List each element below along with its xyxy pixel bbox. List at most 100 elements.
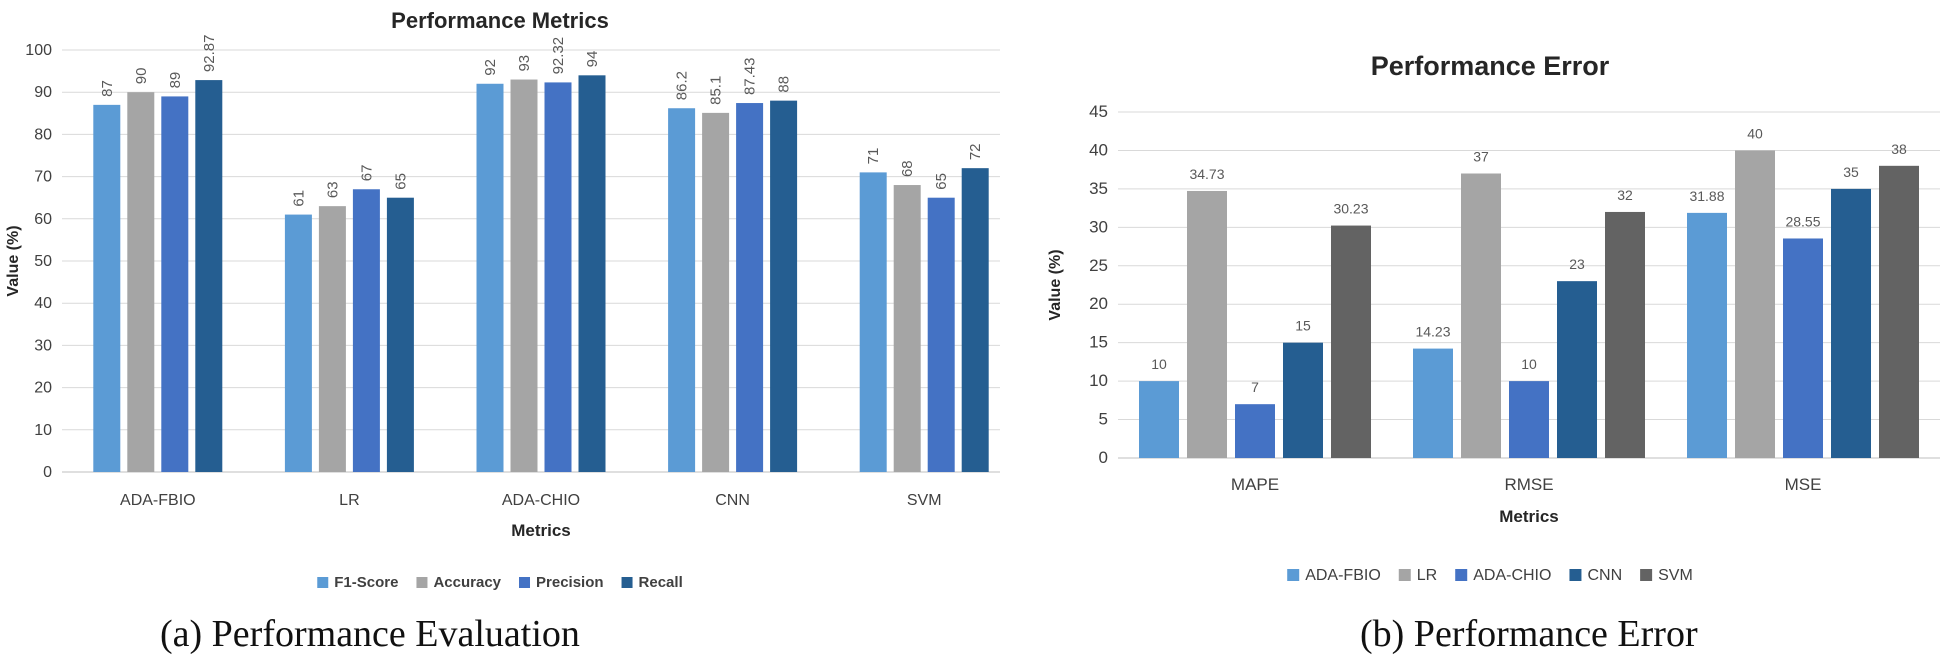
performance-error-category-label-mse: MSE	[1785, 475, 1822, 494]
performance-metrics-y-tick-label: 100	[25, 42, 52, 59]
performance-metrics-data-label-recall-ada-chio: 94	[584, 51, 601, 68]
performance-error-title: Performance Error	[1371, 51, 1610, 81]
performance-metrics-bar-f1-score-lr	[284, 214, 312, 472]
performance-error-y-tick-label: 5	[1099, 410, 1108, 429]
performance-error-bar-ada-chio-rmse	[1509, 381, 1549, 458]
performance-error-legend: ADA-FBIO LR ADA-CHIO CNN SVM	[1287, 567, 1693, 584]
performance-metrics-y-tick-label: 90	[34, 84, 52, 101]
performance-metrics-data-label-recall-svm: 72	[967, 143, 984, 160]
performance-error-data-label-ada-chio-mape: 7	[1251, 379, 1259, 395]
performance-error-legend-swatch-ada-chio	[1455, 569, 1468, 581]
performance-metrics-bar-precision-ada-chio	[544, 82, 572, 472]
performance-error-bar-svm-rmse	[1605, 211, 1645, 458]
performance-error-data-label-lr-mse: 40	[1747, 125, 1763, 141]
performance-error-y-tick-label: 25	[1089, 256, 1108, 275]
performance-metrics-category-label-ada-fbio: ADA-FBIO	[120, 492, 196, 509]
performance-error-data-label-cnn-rmse: 23	[1569, 256, 1585, 272]
performance-error-legend-swatch-cnn	[1569, 569, 1582, 581]
performance-metrics-bar-accuracy-cnn	[702, 112, 730, 473]
performance-error-data-label-ada-fbio-rmse: 14.23	[1415, 324, 1450, 340]
performance-metrics-legend-label-accuracy: Accuracy	[433, 574, 501, 591]
performance-error-data-label-svm-mse: 38	[1891, 141, 1907, 157]
performance-metrics-title: Performance Metrics	[391, 8, 609, 33]
performance-error-y-tick-label: 20	[1089, 294, 1108, 313]
performance-metrics-bar-f1-score-svm	[859, 172, 887, 472]
performance-metrics-bar-precision-cnn	[736, 103, 764, 472]
performance-metrics-bar-accuracy-svm	[893, 185, 921, 473]
performance-metrics-data-label-precision-cnn: 87.43	[742, 57, 759, 95]
performance-metrics-data-label-precision-ada-chio: 92.32	[550, 37, 567, 75]
performance-error-data-label-ada-fbio-mse: 31.88	[1689, 188, 1724, 204]
performance-error-legend-swatch-lr	[1398, 569, 1411, 581]
performance-metrics-data-label-f1-score-ada-fbio: 87	[99, 80, 116, 97]
performance-error-category-label-rmse: RMSE	[1504, 475, 1553, 494]
performance-error-x-axis-label: Metrics	[1499, 507, 1559, 526]
performance-error-legend-swatch-ada-fbio	[1287, 569, 1300, 581]
performance-error-data-label-ada-chio-rmse: 10	[1521, 356, 1537, 372]
performance-error-bar-lr-mape	[1187, 190, 1227, 458]
performance-metrics-data-label-recall-cnn: 88	[776, 76, 793, 93]
performance-metrics-legend: F1-Score Accuracy Precision Recall	[317, 574, 683, 591]
performance-metrics-legend-label-recall: Recall	[639, 574, 683, 591]
performance-metrics-bar-f1-score-ada-chio	[476, 83, 504, 472]
performance-metrics-y-tick-label: 0	[43, 464, 52, 481]
performance-metrics-data-label-recall-ada-fbio: 92.87	[201, 35, 218, 73]
performance-error-y-tick-label: 40	[1089, 140, 1108, 159]
performance-metrics-data-label-precision-ada-fbio: 89	[167, 72, 184, 89]
performance-error-data-label-svm-mape: 30.23	[1333, 201, 1368, 217]
performance-metrics-data-label-f1-score-lr: 61	[290, 190, 307, 207]
performance-error-data-label-ada-fbio-mape: 10	[1151, 356, 1167, 372]
performance-metrics-bar-recall-ada-fbio	[195, 80, 223, 473]
performance-metrics-y-tick-label: 80	[34, 126, 52, 143]
caption-performance-error: (b) Performance Error	[1360, 613, 1698, 655]
performance-error-data-label-lr-mape: 34.73	[1189, 166, 1224, 182]
performance-error-legend-label-ada-fbio: ADA-FBIO	[1305, 567, 1381, 584]
performance-metrics-data-label-recall-lr: 65	[392, 173, 409, 190]
performance-error-data-label-svm-rmse: 32	[1617, 187, 1633, 203]
performance-metrics-legend-swatch-accuracy	[416, 577, 428, 588]
performance-metrics-bar-accuracy-lr	[318, 206, 346, 472]
performance-metrics-y-tick-label: 30	[34, 337, 52, 354]
performance-metrics-legend-swatch-f1-score	[317, 577, 329, 588]
performance-metrics-bar-recall-ada-chio	[578, 75, 606, 472]
performance-error-bar-ada-fbio-mse	[1687, 212, 1727, 458]
performance-metrics-bar-recall-lr	[386, 197, 414, 472]
performance-metrics-bar-f1-score-ada-fbio	[93, 104, 121, 473]
performance-metrics-category-label-ada-chio: ADA-CHIO	[502, 492, 580, 509]
performance-metrics-chart: Performance Metrics 0 10 20 30 40 50 60 70 80 90 10…	[5, 8, 1000, 591]
performance-error-bar-cnn-mape	[1283, 342, 1323, 458]
performance-metrics-data-label-accuracy-ada-fbio: 90	[133, 68, 150, 85]
performance-error-y-tick-label: 45	[1089, 102, 1108, 121]
performance-metrics-data-label-f1-score-cnn: 86.2	[674, 71, 691, 100]
performance-error-legend-label-svm: SVM	[1658, 567, 1693, 584]
performance-error-y-tick-label: 30	[1089, 217, 1108, 236]
performance-error-legend-label-cnn: CNN	[1587, 567, 1622, 584]
performance-error-y-tick-label: 0	[1099, 448, 1108, 467]
performance-error-bar-ada-chio-mape	[1235, 404, 1275, 458]
performance-error-bar-lr-mse	[1735, 150, 1775, 458]
performance-error-legend-label-lr: LR	[1417, 567, 1437, 584]
performance-error-y-axis-label: Value (%)	[1047, 249, 1064, 320]
performance-metrics-data-label-accuracy-cnn: 85.1	[708, 76, 725, 105]
performance-error-bar-svm-mape	[1331, 225, 1371, 458]
performance-metrics-data-label-accuracy-ada-chio: 93	[516, 55, 533, 72]
performance-metrics-data-label-f1-score-svm: 71	[865, 148, 882, 165]
performance-error-y-tick-label: 15	[1089, 333, 1108, 352]
performance-metrics-y-tick-label: 50	[34, 253, 52, 270]
performance-metrics-bar-precision-svm	[927, 197, 955, 472]
performance-error-data-label-lr-rmse: 37	[1473, 149, 1489, 165]
performance-error-legend-swatch-svm	[1640, 569, 1653, 581]
performance-metrics-y-axis-label: Value (%)	[5, 225, 22, 296]
performance-error-data-label-ada-chio-mse: 28.55	[1785, 213, 1820, 229]
performance-error-y-tick-label: 10	[1089, 371, 1108, 390]
performance-metrics-y-tick-label: 60	[34, 211, 52, 228]
performance-metrics-y-tick-label: 10	[34, 422, 52, 439]
performance-metrics-y-tick-label: 70	[34, 169, 52, 186]
performance-metrics-legend-label-precision: Precision	[536, 574, 604, 591]
performance-metrics-bar-recall-svm	[961, 168, 989, 472]
performance-metrics-bar-precision-lr	[352, 189, 380, 472]
performance-metrics-bar-precision-ada-fbio	[161, 96, 189, 473]
performance-error-bar-ada-chio-mse	[1783, 238, 1823, 458]
performance-metrics-legend-swatch-recall	[621, 577, 633, 588]
performance-metrics-legend-swatch-precision	[519, 577, 531, 588]
